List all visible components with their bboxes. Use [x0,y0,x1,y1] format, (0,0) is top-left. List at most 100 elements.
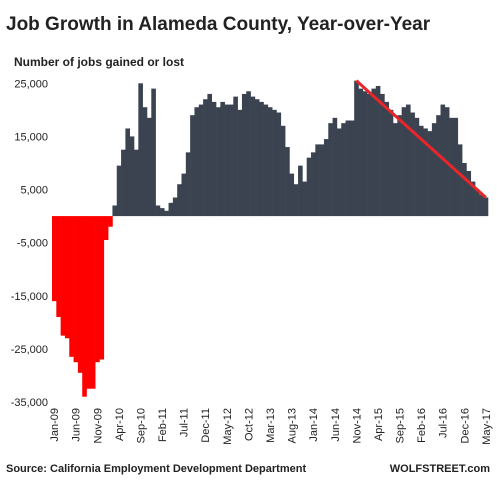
bar [315,144,320,217]
x-tick-label: Mar-13 [265,408,277,443]
bar [393,123,398,217]
bar [207,93,213,217]
bar [388,109,394,217]
bar [73,216,79,363]
bar [103,216,109,240]
bar [298,165,303,217]
bar [259,101,264,217]
bar [380,93,385,217]
bar [414,117,420,217]
bar [345,120,351,217]
bar [237,109,243,217]
x-tick-label: Jan-09 [49,408,61,442]
bar [185,152,191,217]
bar [121,149,126,217]
x-tick-label: Jan-14 [308,408,320,442]
bar [146,117,152,217]
bar [159,208,165,217]
bar [198,104,204,217]
bar [280,125,286,217]
bar [86,216,92,389]
bar [466,170,472,217]
x-tick-label: May-12 [222,408,234,445]
bar [254,99,260,217]
bar [228,104,234,217]
bar [436,115,441,217]
source: Source: California Employment Developmen… [6,463,306,475]
bar [129,136,135,217]
bar [462,162,467,217]
bar [375,85,381,217]
bar [177,184,182,217]
bar [64,216,70,339]
bar [181,173,187,217]
bar [164,210,169,217]
y-tick-label: -25,000 [11,344,48,356]
bar [332,117,338,217]
bar [423,128,428,217]
bar [216,107,221,217]
x-tick-label: Nov-09 [92,408,104,443]
bar [90,216,96,389]
bar [354,80,359,217]
y-tick-label: 5,000 [20,185,48,197]
bar [362,91,368,217]
bar [233,96,238,217]
bar [108,216,113,227]
x-tick-label: Nov-14 [351,408,363,443]
bar [203,99,208,217]
y-tick-label: -35,000 [11,397,48,409]
bar [323,139,329,217]
bar [82,216,87,397]
y-tick-label: 15,000 [14,131,48,143]
x-tick-label: Apr-15 [373,408,385,441]
bar [457,144,463,217]
bar [431,123,437,217]
x-tick-label: Feb-11 [157,408,169,442]
x-tick-label: May-17 [481,408,493,445]
bar [267,107,273,217]
x-tick-label: Sep-10 [135,408,147,443]
bar [483,197,489,217]
bar [194,107,200,217]
bar [328,123,333,217]
x-tick-label: Sep-15 [395,408,407,443]
bar [311,152,316,217]
bar [241,93,247,217]
bar [172,197,178,217]
bar [293,184,299,217]
x-tick-label: Oct-12 [243,408,255,441]
bar [220,101,225,217]
bar [151,88,156,217]
bar [263,104,269,217]
bar [138,83,143,217]
bar [302,181,307,217]
bar [418,125,424,217]
bar [405,104,411,217]
bar [155,205,161,217]
bar [289,173,295,217]
y-tick-label: -5,000 [17,238,48,250]
trend-line [355,79,487,199]
x-tick-label: Apr-10 [114,408,126,441]
x-tick-label: Jun-09 [71,408,83,442]
bar [272,109,277,217]
bar [60,216,66,336]
bar [397,115,402,217]
bar [52,216,57,302]
credit: WOLFSTREET.com [390,463,490,475]
bar [142,107,148,217]
bar [285,147,290,217]
bar [69,216,74,357]
bar [336,128,342,217]
bar [224,104,230,217]
x-tick-label: Feb-16 [416,408,428,443]
bar [358,88,364,217]
bar [349,120,355,217]
chart-subtitle: Number of jobs gained or lost [14,55,184,69]
x-tick-label: Jun-14 [330,408,342,442]
bar [384,101,390,217]
bar [95,216,100,363]
bar [453,117,459,217]
bar [168,202,174,217]
